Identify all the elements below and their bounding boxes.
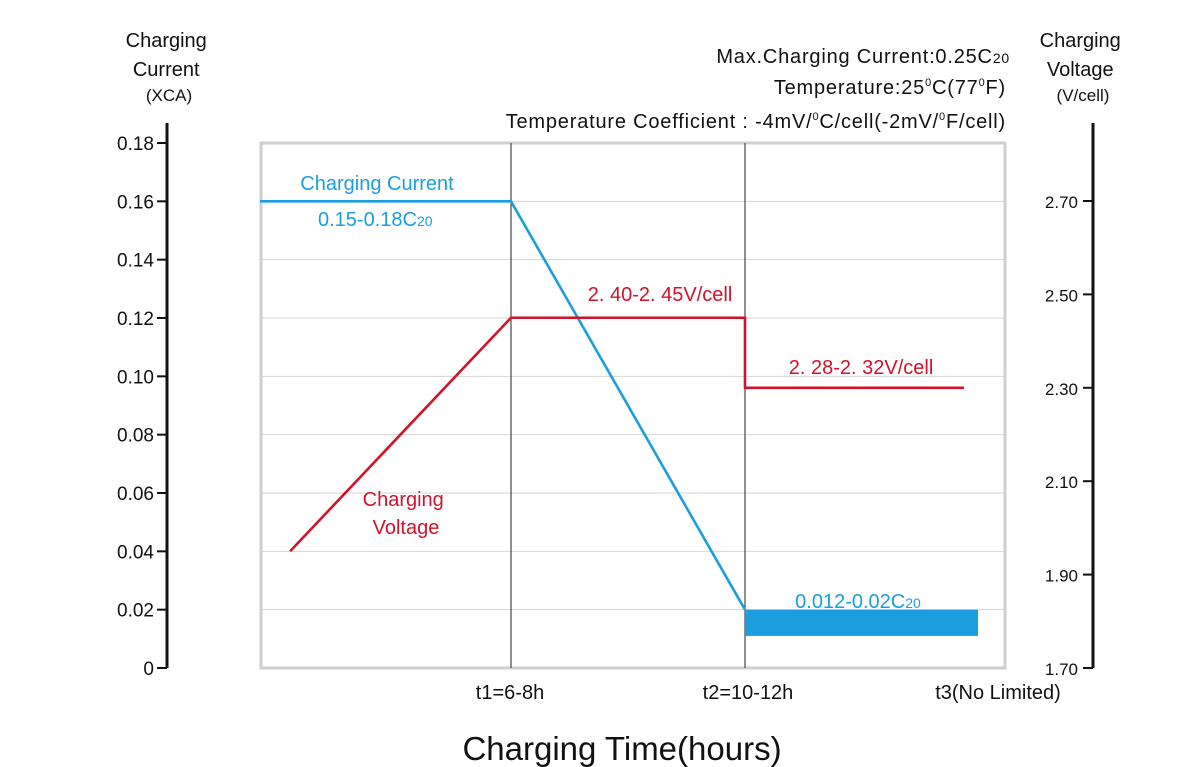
right-tick-label: 1.90	[1045, 567, 1078, 586]
temperature-coefficient-note: Temperature Coefficient : -4mV/0C/cell(-…	[506, 111, 1006, 133]
left-tick-label: 0.16	[117, 192, 154, 213]
left-tick-label: 0.12	[117, 309, 154, 330]
charging-voltage-line	[289, 316, 965, 553]
charging-current-label: Charging Current	[300, 173, 454, 195]
max-current-note: Max.Charging Current:0.25C20	[716, 46, 1010, 68]
temperature-note: Temperature:250C(770F)	[774, 77, 1006, 99]
left-tick-label: 0.10	[117, 367, 154, 388]
left-tick-label: 0.14	[117, 251, 154, 272]
voltage-stage1-label: 2. 40-2. 45V/cell	[588, 284, 733, 306]
left-tick-label: 0.02	[117, 601, 154, 622]
right-tick-label: 2.10	[1045, 473, 1078, 492]
left-tick-label: 0	[143, 659, 154, 680]
left-tick-label: 0.08	[117, 426, 154, 447]
x-tick-t3: t3(No Limited)	[935, 682, 1061, 704]
right-axis-ticks: 1.70 1.90 2.10 2.30 2.50 2.70	[1045, 193, 1093, 679]
right-tick-label: 2.30	[1045, 380, 1078, 399]
right-axis-title: Charging Voltage (V/cell)	[1040, 30, 1127, 105]
float-current-band	[745, 609, 978, 636]
right-tick-label: 2.50	[1045, 286, 1078, 305]
left-axis-ticks: 0 0.02 0.04 0.06 0.08 0.10 0.12 0.14 0.16 0.18	[117, 134, 167, 680]
charging-current-line	[260, 200, 747, 611]
left-tick-label: 0.18	[117, 134, 154, 155]
float-current-label: 0.012-0.02C20	[795, 591, 921, 613]
x-axis-title: Charging Time(hours)	[462, 730, 781, 767]
left-tick-label: 0.06	[117, 484, 154, 505]
right-tick-label: 1.70	[1045, 660, 1078, 679]
gridlines	[261, 200, 1005, 611]
voltage-stage2-label: 2. 28-2. 32V/cell	[789, 357, 934, 379]
left-tick-label: 0.04	[117, 542, 154, 563]
right-tick-label: 2.70	[1045, 193, 1078, 212]
left-axis-title: Charging Current (XCA)	[126, 30, 213, 105]
charging-voltage-label: Charging Voltage	[363, 489, 450, 539]
x-tick-t1: t1=6-8h	[476, 682, 544, 704]
x-tick-t2: t2=10-12h	[703, 682, 794, 704]
series-layer	[260, 200, 978, 636]
plot-frame	[259, 141, 1007, 670]
current-range-label: 0.15-0.18C20	[318, 209, 433, 231]
